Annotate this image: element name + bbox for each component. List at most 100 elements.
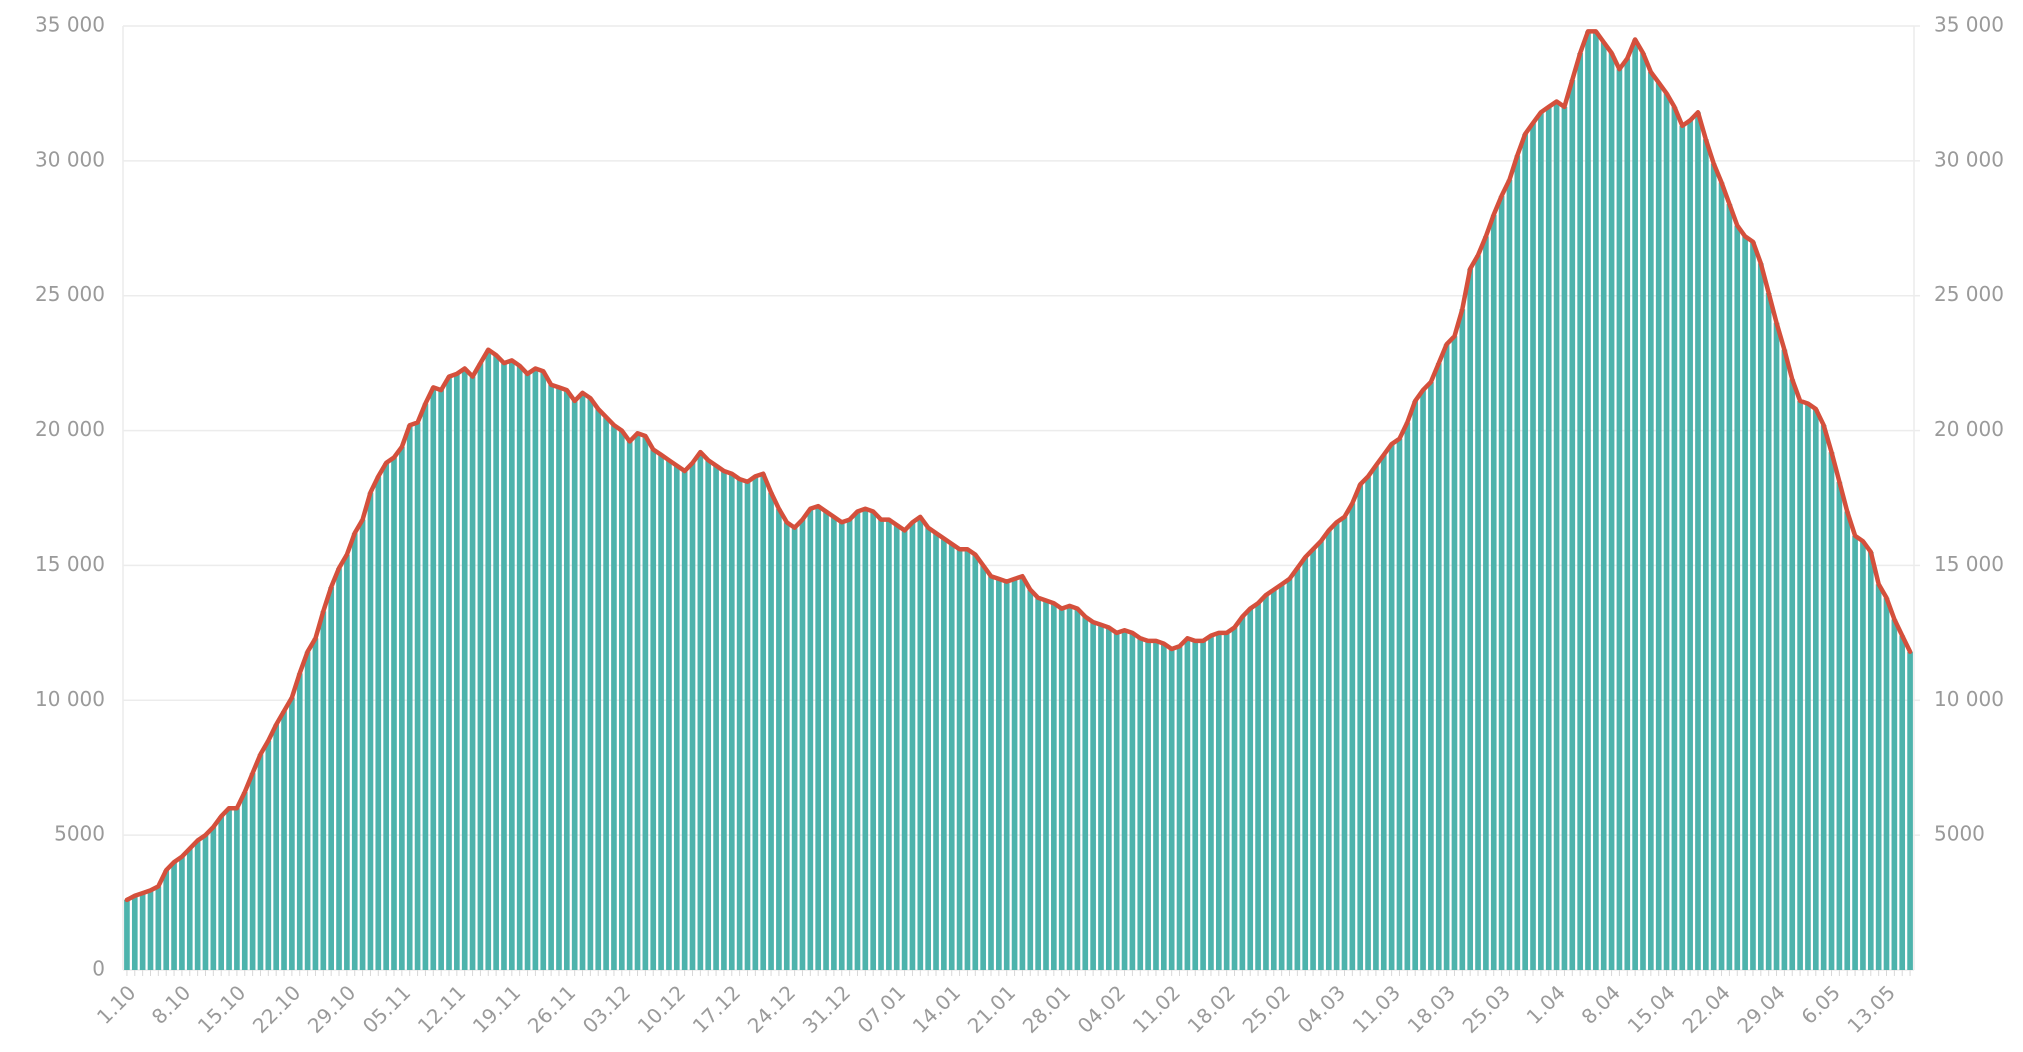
x-tick-label: 28.01 [1018,980,1075,1037]
bar [454,373,460,971]
x-tick-label: 8.04 [1577,980,1625,1028]
bar [666,460,672,970]
bar [273,724,280,970]
bar [1200,640,1206,970]
bar [1011,578,1018,970]
bar [131,895,138,970]
y-tick-label: 20 000 [35,417,105,441]
x-tick-label: 25.02 [1238,980,1295,1037]
bar [1027,589,1034,970]
bar [1632,39,1638,970]
bar [721,471,727,970]
bar [296,673,303,970]
bar [516,365,523,971]
bar [713,465,719,970]
bar [980,565,986,970]
bar [1318,541,1324,970]
x-tick-label: 18.03 [1403,980,1460,1037]
bar [461,368,468,971]
x-tick-label: 19.11 [468,980,525,1037]
bar [1781,349,1788,971]
bar [241,791,248,970]
bar [509,360,515,971]
bar [642,435,649,971]
bar [909,522,916,970]
bar [359,519,366,970]
bar [1129,632,1136,970]
x-tick-label: 6.05 [1796,980,1844,1028]
bar [1302,557,1309,970]
bar [1420,390,1426,971]
y2-tick-label: 30 000 [1934,147,2004,171]
bar [1365,476,1371,970]
bar [1035,597,1041,970]
bar [304,651,311,970]
bar [1231,627,1238,970]
bar [1082,616,1089,970]
bar [1522,133,1528,970]
bar [1648,71,1654,970]
bar [1263,595,1269,970]
bar [1891,619,1898,970]
bar [831,516,837,970]
bar [1538,112,1544,970]
bar [383,462,389,970]
bar [446,376,452,971]
bar [948,543,955,970]
x-tick-label: 10.12 [633,980,690,1037]
trend-line [124,29,1913,903]
bar [744,481,751,970]
bar [556,387,562,971]
bar [1349,503,1356,970]
bar [257,754,264,970]
bar [202,835,209,970]
bar [1278,584,1285,970]
bar [1137,638,1144,970]
bar [1153,640,1159,970]
bar [1820,425,1827,971]
bar [611,425,617,971]
x-tick-label: 12.11 [413,980,470,1037]
bar [697,452,704,970]
x-tick-label: 26.11 [523,980,580,1037]
bar [1113,632,1120,970]
x-tick-label: 14.01 [908,980,965,1037]
x-tick-label: 15.10 [193,980,250,1037]
bar [1106,627,1112,970]
bar [1734,225,1741,971]
x-tick-label: 07.01 [853,980,910,1037]
bar [194,840,201,970]
bar [430,387,437,971]
bar [1098,624,1104,970]
bar [1404,422,1411,971]
bar [1569,79,1576,970]
bar [886,519,892,970]
bar [1883,597,1890,970]
bar [351,533,358,970]
y2-tick-label: 15 000 [1934,552,2004,576]
x-tick-label: 04.02 [1073,980,1130,1037]
x-tick-label: 8.10 [147,980,195,1028]
bar [815,506,822,970]
bar [139,893,146,970]
bar [406,425,413,971]
bar [320,611,327,970]
bar [933,533,939,970]
bar [1875,584,1882,970]
bar [336,568,342,970]
bar [265,740,272,970]
y2-tick-label: 25 000 [1934,282,2004,306]
x-tick-label: 24.12 [743,980,800,1037]
bar [1043,600,1049,970]
x-tick-label: 22.04 [1678,980,1735,1037]
bar [186,848,193,970]
bar [1121,630,1128,970]
bar [854,511,861,970]
y-tick-label: 15 000 [35,552,105,576]
bar [1396,438,1403,971]
x-tick-label: 21.01 [963,980,1020,1037]
bar [485,349,492,971]
bar [1671,106,1678,970]
bar [1019,576,1026,970]
bar [1145,640,1151,970]
